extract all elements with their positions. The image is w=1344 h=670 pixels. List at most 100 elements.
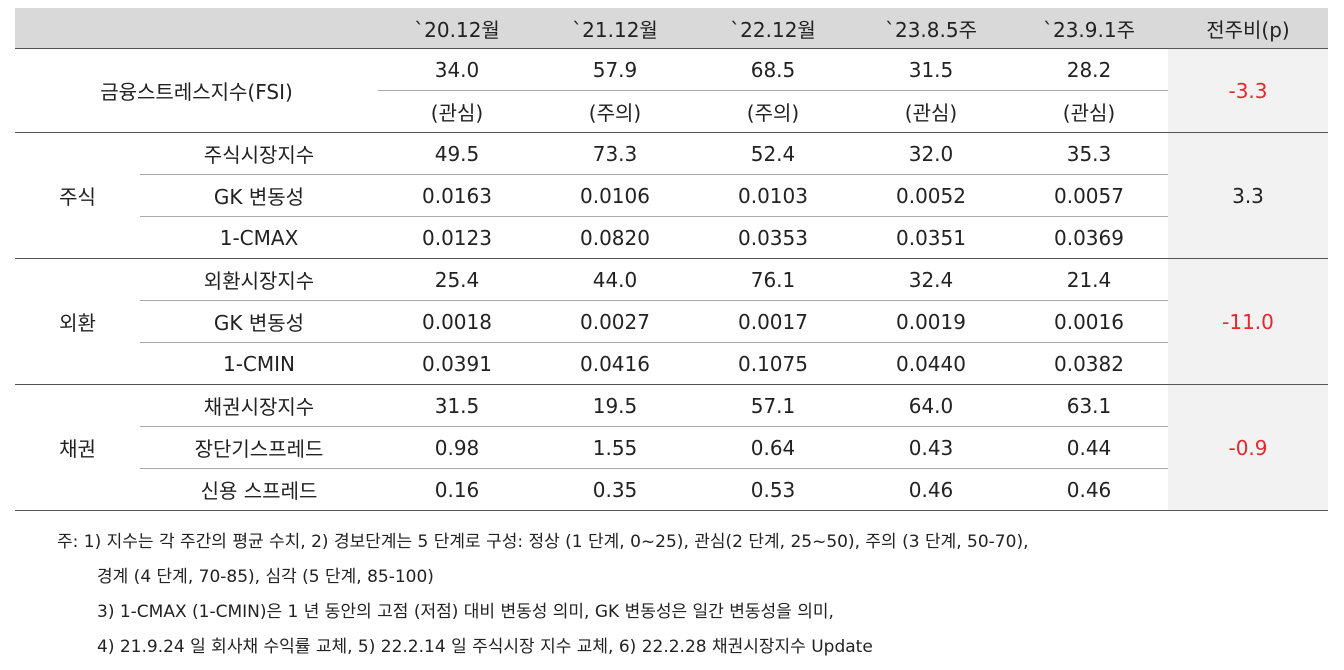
value-cell: 19.5 [536,384,694,427]
change-cell: 3.3 [1168,132,1328,259]
value-cell: 64.0 [852,384,1010,427]
stress-table: `20.12월 `21.12월 `22.12월 `23.8.5주 `23.9.1주 전주비… [15,8,1328,511]
table-row: 채권 채권시장지수 31.5 19.5 57.1 64.0 63.1 -0.9 [15,384,1328,511]
header-cell: `21.12월 [536,8,694,49]
value-cell: 31.5 [852,48,1010,91]
value-cell: 68.5 [694,48,852,91]
value-cell: 0.0106 [536,174,694,217]
value-cell: 0.0351 [852,216,1010,259]
row-label: 채권시장지수 [140,384,378,427]
header-cell: `22.12월 [694,8,852,49]
value-cell: 0.46 [1010,468,1168,511]
table-row: GK 변동성 0.0018 0.0027 0.0017 0.0019 0.0016 [15,300,1328,343]
table-body: 금융스트레스지수(FSI) 34.0 57.9 68.5 31.5 28.2 -3.3 (관심… [15,48,1328,511]
value-cell: 0.0440 [852,342,1010,385]
value-cell: 32.4 [852,258,1010,301]
note-line: 4) 21.9.24 일 회사채 수익률 교체, 5) 22.2.14 일 주식… [97,637,873,657]
row-label: 신용 스프레드 [140,468,378,511]
group-label: 채권 [15,384,140,511]
value-cell: 0.0103 [694,174,852,217]
value-cell: 0.0027 [536,300,694,343]
note-line: 주: 1) 지수는 각 주간의 평균 수치, 2) 경보단계는 5 단계로 구성… [57,532,1029,552]
value-cell: 0.43 [852,426,1010,469]
value-cell: 0.0369 [1010,216,1168,259]
value-cell: 0.0018 [378,300,536,343]
value-cell: 0.98 [378,426,536,469]
value-cell: 0.0017 [694,300,852,343]
value-cell: 25.4 [378,258,536,301]
value-cell: 21.4 [1010,258,1168,301]
header-blank [15,8,378,49]
value-cell: 31.5 [378,384,536,427]
value-cell: 0.44 [1010,426,1168,469]
table-row: 주식 주식시장지수 49.5 73.3 52.4 32.0 35.3 3.3 [15,132,1328,259]
value-cell: 0.0123 [378,216,536,259]
value-cell: 0.35 [536,468,694,511]
group-label: 외환 [15,258,140,385]
value-cell: 0.0820 [536,216,694,259]
value-cell: 0.0353 [694,216,852,259]
value-cell: 28.2 [1010,48,1168,91]
note-line: 3) 1-CMAX (1-CMIN)은 1 년 동안의 고점 (저점) 대비 변… [97,602,834,622]
value-cell: 44.0 [536,258,694,301]
row-label: 외환시장지수 [140,258,378,301]
table-row: GK 변동성 0.0163 0.0106 0.0103 0.0052 0.0057 [15,174,1328,217]
value-cell: (관심) [852,90,1010,133]
table-row: (관심) (주의) (주의) (관심) (관심) [15,90,1328,133]
value-cell: 0.16 [378,468,536,511]
change-cell: -11.0 [1168,258,1328,385]
note-line: 경계 (4 단계, 70-85), 심각 (5 단계, 85-100) [97,567,434,587]
table-row: 신용 스프레드 0.16 0.35 0.53 0.46 0.46 [15,468,1328,511]
value-cell: 0.46 [852,468,1010,511]
header-row: `20.12월 `21.12월 `22.12월 `23.8.5주 `23.9.1주 전주비… [15,8,1328,49]
value-cell: 63.1 [1010,384,1168,427]
value-cell: 49.5 [378,132,536,175]
header-cell: `23.8.5주 [852,8,1010,49]
value-cell: 76.1 [694,258,852,301]
row-label: GK 변동성 [140,300,378,343]
table-row: 1-CMAX 0.0123 0.0820 0.0353 0.0351 0.0369 [15,216,1328,259]
value-cell: (관심) [378,90,536,133]
value-cell: 0.1075 [694,342,852,385]
value-cell: 0.0016 [1010,300,1168,343]
value-cell: 52.4 [694,132,852,175]
header-cell: `20.12월 [378,8,536,49]
row-label: 1-CMAX [140,216,378,259]
value-cell: (주의) [694,90,852,133]
change-cell: -0.9 [1168,384,1328,511]
value-cell: 0.64 [694,426,852,469]
table-row: 금융스트레스지수(FSI) 34.0 57.9 68.5 31.5 28.2 -3.3 [15,48,1328,133]
value-cell: 1.55 [536,426,694,469]
notes: 주: 1) 지수는 각 주간의 평균 수치, 2) 경보단계는 5 단계로 구성… [57,525,1028,665]
value-cell: (관심) [1010,90,1168,133]
value-cell: 0.0416 [536,342,694,385]
value-cell: 57.1 [694,384,852,427]
row-label: 1-CMIN [140,342,378,385]
row-label: 장단기스프레드 [140,426,378,469]
value-cell: (주의) [536,90,694,133]
value-cell: 0.53 [694,468,852,511]
row-label: GK 변동성 [140,174,378,217]
table-row: 1-CMIN 0.0391 0.0416 0.1075 0.0440 0.0382 [15,342,1328,385]
value-cell: 0.0382 [1010,342,1168,385]
row-label: 주식시장지수 [140,132,378,175]
value-cell: 57.9 [536,48,694,91]
value-cell: 73.3 [536,132,694,175]
header-cell: `23.9.1주 [1010,8,1168,49]
change-cell: -3.3 [1168,48,1328,133]
table-header: `20.12월 `21.12월 `22.12월 `23.8.5주 `23.9.1주 전주비… [15,8,1328,49]
table-row: 장단기스프레드 0.98 1.55 0.64 0.43 0.44 [15,426,1328,469]
header-cell: 전주비(p) [1168,8,1328,49]
value-cell: 0.0057 [1010,174,1168,217]
value-cell: 34.0 [378,48,536,91]
value-cell: 0.0052 [852,174,1010,217]
value-cell: 0.0391 [378,342,536,385]
value-cell: 35.3 [1010,132,1168,175]
value-cell: 0.0019 [852,300,1010,343]
value-cell: 32.0 [852,132,1010,175]
table-row: 외환 외환시장지수 25.4 44.0 76.1 32.4 21.4 -11.0 [15,258,1328,385]
group-label: 주식 [15,132,140,259]
value-cell: 0.0163 [378,174,536,217]
group-label: 금융스트레스지수(FSI) [15,48,378,133]
